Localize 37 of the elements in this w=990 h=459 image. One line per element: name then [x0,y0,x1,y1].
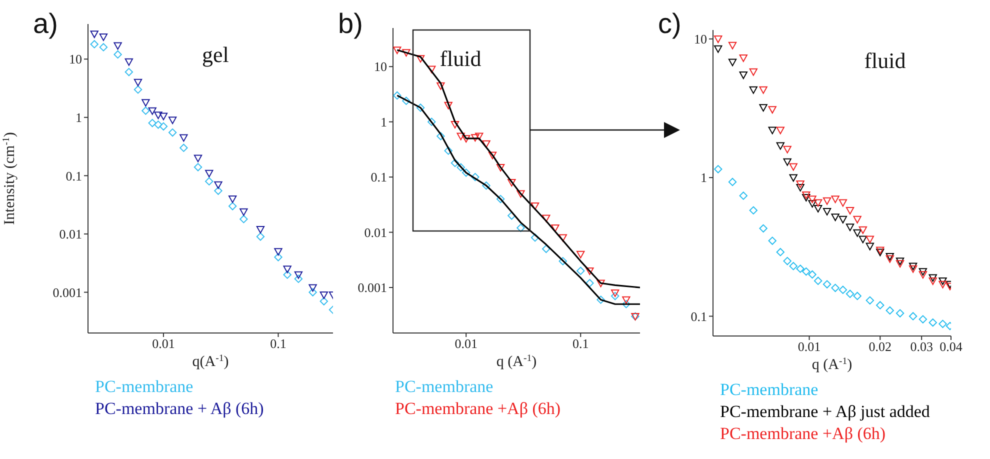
text: fluid [440,46,482,71]
y-tick-label: 0.1 [66,168,82,184]
text: b) [338,8,363,40]
y-tick-label: 10 [69,52,82,67]
text: PC-membrane + Aβ just added [720,401,930,423]
text: PC-membrane [720,379,820,401]
text: fluid [863,48,907,74]
x-tick-label: 0.01 [798,339,821,354]
y-tick-label: 10 [374,59,387,74]
text: PC-membrane [395,376,494,398]
x-tick-label: 0.01 [152,336,175,352]
text: PC-membrane [95,376,194,398]
x-axis-title: q(A$^{-1}$) [192,352,229,370]
y-tick-label: 0.1 [370,170,387,185]
y-tick-label: 1 [700,170,707,186]
y-tick-label: 0.01 [59,226,82,242]
x-tick-label: 0.1 [270,336,286,352]
x-axis-title: q (A$^{-1}$) [812,356,852,373]
y-tick-label: 1 [380,114,387,130]
x-tick-label: 0.04 [940,339,963,354]
x-axis-title: q (A$^{-1}$) [496,352,537,370]
y-tick-label: 0.1 [690,308,707,324]
y-tick-label: 10 [694,32,707,47]
text: PC-membrane +Aβ (6h) [395,398,561,420]
y-tick-label: 0.001 [52,284,82,300]
text: PC-membrane +Aβ (6h) [720,423,887,445]
y-tick-label: 0.01 [364,224,387,240]
text: c) [658,8,682,40]
x-tick-label: 0.1 [572,336,589,352]
text: gel [201,42,230,68]
text: a) [33,8,58,40]
x-tick-label: 0.01 [454,336,478,352]
x-tick-label: 0.02 [868,339,892,354]
y-tick-label: 1 [76,110,82,125]
y-tick-label: 0.001 [358,280,387,296]
x-tick-label: 0.03 [910,339,933,354]
text: PC-membrane + Aβ (6h) [95,398,264,420]
